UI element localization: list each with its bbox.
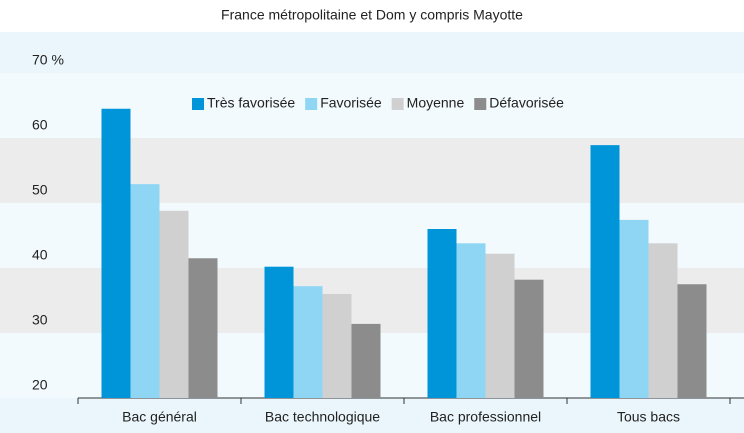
y-tick-label: 70 % — [32, 52, 64, 68]
bar — [677, 284, 707, 398]
legend-label: Très favorisée — [207, 95, 295, 111]
bar — [514, 279, 544, 398]
x-tick-label: Tous bacs — [617, 409, 680, 425]
y-tick-label: 20 — [32, 377, 48, 393]
bar — [322, 294, 352, 398]
bar — [590, 145, 620, 398]
bar — [648, 243, 678, 398]
y-tick-label: 60 — [32, 117, 48, 133]
bar — [293, 286, 323, 398]
bar — [188, 258, 218, 398]
bar — [101, 108, 131, 398]
bar — [130, 184, 160, 398]
x-tick-label: Bac professionnel — [430, 409, 541, 425]
y-tick-label: 30 — [32, 312, 48, 328]
legend-swatch — [391, 98, 404, 110]
bar — [159, 210, 189, 398]
y-tick-label: 50 — [32, 182, 48, 198]
bar — [427, 229, 457, 398]
bar — [264, 266, 294, 398]
legend-label: Défavorisée — [489, 95, 564, 111]
chart-subtitle: France métropolitaine et Dom y compris M… — [221, 7, 523, 23]
x-tick-label: Bac général — [122, 409, 197, 425]
bar — [619, 219, 649, 398]
bar — [485, 253, 515, 398]
legend-swatch — [305, 98, 318, 110]
bar — [351, 323, 381, 398]
legend-label: Moyenne — [407, 95, 465, 111]
bar — [456, 243, 486, 398]
legend-swatch — [192, 98, 204, 110]
x-tick-label: Bac technologique — [265, 409, 380, 425]
header-bg — [0, 0, 744, 32]
y-tick-label: 40 — [32, 247, 48, 263]
legend-swatch — [474, 98, 487, 110]
legend-label: Favorisée — [320, 95, 382, 111]
